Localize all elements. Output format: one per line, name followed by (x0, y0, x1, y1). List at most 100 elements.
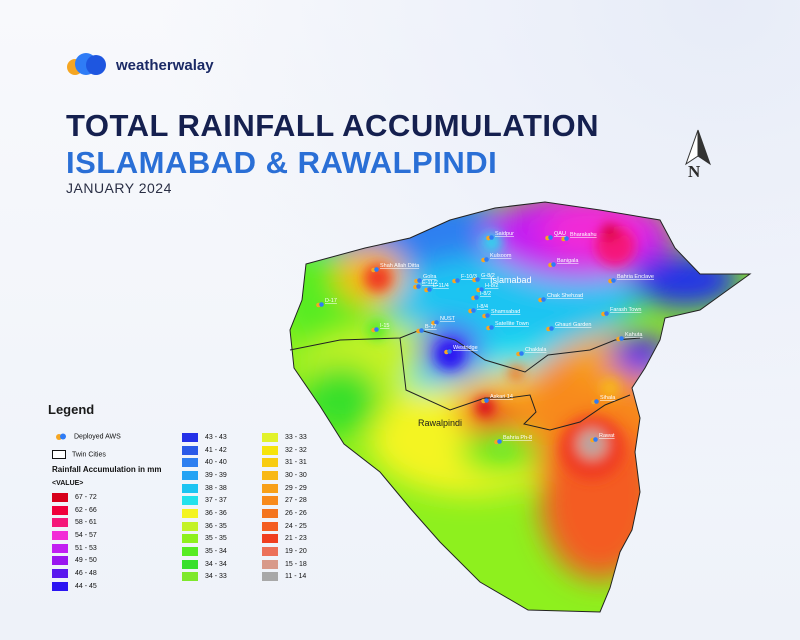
legend-column-2: 43 - 43 41 - 42 40 - 40 39 - 39 38 - 38 37 - … (182, 431, 227, 583)
station-label: Rawat (599, 433, 615, 439)
legend-swatch (182, 559, 198, 569)
legend-class-label: 32 - 32 (285, 446, 307, 454)
legend-swatch (182, 521, 198, 531)
legend-class-label: 31 - 31 (285, 459, 307, 467)
station-marker: I-8/4 (468, 304, 488, 314)
legend-class-label: 67 - 72 (75, 493, 97, 501)
station-label: I-15 (380, 323, 389, 329)
legend-class-row: 35 - 34 (182, 545, 227, 558)
legend-class-label: 58 - 61 (75, 519, 97, 527)
legend-column-1: 67 - 72 62 - 66 58 - 61 54 - 57 51 - 53 49 - … (52, 491, 97, 593)
islamabad-rawalpindi-divider (289, 329, 641, 373)
station-label: H-8/2 (485, 283, 498, 289)
legend-class-label: 38 - 38 (205, 484, 227, 492)
legend-class-row: 62 - 66 (52, 504, 97, 517)
legend-class-row: 37 - 37 (182, 494, 227, 507)
station-label: NUST (440, 316, 456, 322)
legend-twin-label: Twin Cities (72, 451, 106, 459)
station-label: Bahria Enclave (617, 274, 654, 280)
legend-class-row: 21 - 23 (262, 533, 307, 546)
legend-class-row: 36 - 36 (182, 507, 227, 520)
legend-swatch (182, 508, 198, 518)
station-label: I-8/2 (480, 291, 491, 297)
legend-class-label: 41 - 42 (205, 446, 227, 454)
brand-name: weatherwalay (116, 57, 214, 74)
legend-heading: Rainfall Accumulation in mm (52, 465, 162, 474)
page-subtitle: JANUARY 2024 (66, 180, 172, 196)
legend-class-label: 51 - 53 (75, 544, 97, 552)
station-label: Kulsoom (490, 253, 512, 259)
station-marker: QAU (545, 231, 566, 241)
legend-swatch (52, 518, 68, 528)
station-marker: G-8/2 (472, 273, 495, 283)
weatherwalay-logo-icon (67, 53, 106, 75)
station-marker: Askari 14 (481, 394, 513, 404)
station-label: Shamsabad (491, 309, 520, 315)
legend-class-label: 29 - 29 (285, 484, 307, 492)
legend-swatch (52, 581, 68, 591)
legend-swatch (182, 496, 198, 506)
legend-class-label: 43 - 43 (205, 433, 227, 441)
station-marker: Farash Town (601, 307, 641, 317)
legend-value-label: <VALUE> (52, 480, 84, 487)
legend-class-label: 46 - 48 (75, 569, 97, 577)
north-arrow-label: N (688, 162, 701, 181)
legend-swatch (52, 505, 68, 515)
legend-class-row: 26 - 26 (262, 507, 307, 520)
station-marker: D-17 (316, 298, 337, 308)
legend-class-row: 54 - 57 (52, 529, 97, 542)
legend-class-label: 44 - 45 (75, 582, 97, 590)
legend-class-row: 15 - 18 (262, 558, 307, 571)
legend-class-label: 62 - 66 (75, 506, 97, 514)
legend-swatch (52, 556, 68, 566)
legend-class-label: 37 - 37 (205, 497, 227, 505)
twin-cities-outer-boundary (289, 201, 752, 613)
station-marker: Saidpur (486, 231, 514, 241)
legend-swatch (182, 572, 198, 582)
legend-swatch (182, 432, 198, 442)
legend-class-row: 34 - 33 (182, 571, 227, 584)
station-label: Kahuta (625, 332, 643, 338)
aws-station-icon (56, 433, 66, 440)
city-label-rawalpindi: Rawalpindi (418, 418, 462, 428)
station-marker: Ghauri Garden (546, 322, 591, 332)
legend-swatch (262, 458, 278, 468)
rainfall-map: Islamabad Rawalpindi Saidpur QAU Bharakahu… (289, 201, 752, 613)
station-marker: Shamsabad (482, 309, 520, 319)
station-layer: Saidpur QAU Bharakahu Kulsoom Banigala Shah A… (316, 231, 654, 445)
legend-aws-label: Deployed AWS (74, 433, 121, 441)
legend-class-row: 27 - 28 (262, 494, 307, 507)
station-marker: Shah Allah Ditta (371, 263, 420, 273)
station-marker: Banigala (548, 258, 579, 268)
legend-class-label: 15 - 18 (285, 560, 307, 568)
legend-class-label: 39 - 39 (205, 471, 227, 479)
legend-class-label: 34 - 34 (205, 560, 227, 568)
station-marker: Chak Shehzad (538, 293, 583, 303)
legend-column-3: 33 - 33 32 - 32 31 - 31 30 - 30 29 - 29 27 - … (262, 431, 307, 583)
legend-class-label: 35 - 35 (205, 535, 227, 543)
station-label: Askari 14 (490, 394, 513, 400)
legend-class-row: 35 - 35 (182, 533, 227, 546)
legend-swatch (262, 432, 278, 442)
station-label: Golra (423, 274, 437, 280)
city-label-islamabad: Islamabad (490, 275, 532, 285)
legend-swatch (262, 559, 278, 569)
page-title: TOTAL RAINFALL ACCUMULATION (66, 108, 599, 143)
legend-swatch (262, 508, 278, 518)
station-label: Bahria Ph-8 (503, 435, 532, 441)
legend-class-row: 38 - 38 (182, 482, 227, 495)
legend-class-row: 51 - 53 (52, 542, 97, 555)
station-label: E-11/2 (422, 280, 438, 286)
legend-swatch (262, 483, 278, 493)
legend-class-row: 31 - 31 (262, 456, 307, 469)
legend-class-row: 67 - 72 (52, 491, 97, 504)
legend-class-label: 27 - 28 (285, 497, 307, 505)
legend-class-label: 24 - 25 (285, 522, 307, 530)
legend-twin-entry: Twin Cities (52, 450, 106, 459)
legend-swatch (262, 445, 278, 455)
legend-class-label: 19 - 20 (285, 548, 307, 556)
legend-class-label: 34 - 33 (205, 573, 227, 581)
legend-class-label: 54 - 57 (75, 531, 97, 539)
station-marker: Bahria Enclave (608, 274, 654, 284)
legend-swatch (52, 543, 68, 553)
